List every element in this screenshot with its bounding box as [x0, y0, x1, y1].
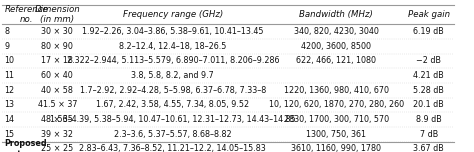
Text: 5.28 dB: 5.28 dB	[413, 86, 444, 95]
Text: 10: 10	[4, 57, 14, 66]
Text: 30 × 30: 30 × 30	[42, 27, 73, 36]
Text: 1.67, 2.42, 3.58, 4.55, 7.34, 8.05, 9.52: 1.67, 2.42, 3.58, 4.55, 7.34, 8.05, 9.52	[96, 100, 249, 109]
Text: 12: 12	[4, 86, 14, 95]
Text: Proposed
antenna: Proposed antenna	[4, 139, 47, 152]
Text: 4.21 dB: 4.21 dB	[413, 71, 444, 80]
Text: Peak gain: Peak gain	[408, 10, 450, 19]
Text: 7 dB: 7 dB	[419, 130, 438, 139]
Text: Frequency range (GHz): Frequency range (GHz)	[123, 10, 223, 19]
Text: 1220, 1360, 980, 410, 670: 1220, 1360, 980, 410, 670	[284, 86, 389, 95]
Text: Reference
no.: Reference no.	[4, 5, 48, 24]
Text: 3.8, 5.8, 8.2, and 9.7: 3.8, 5.8, 8.2, and 9.7	[131, 71, 214, 80]
Text: 60 × 40: 60 × 40	[42, 71, 73, 80]
Text: 2.322–2.944, 5.113–5.579, 6.890–7.011, 8.206–9.286: 2.322–2.944, 5.113–5.579, 6.890–7.011, 8…	[66, 57, 279, 66]
Text: 3.67 dB: 3.67 dB	[413, 145, 444, 152]
Text: 4200, 3600, 8500: 4200, 3600, 8500	[301, 42, 371, 51]
Text: 15: 15	[4, 130, 14, 139]
Text: 10, 120, 620, 1870, 270, 280, 260: 10, 120, 620, 1870, 270, 280, 260	[269, 100, 404, 109]
Text: 8.2–12.4, 12.4–18, 18–26.5: 8.2–12.4, 12.4–18, 18–26.5	[119, 42, 227, 51]
Text: 6.19 dB: 6.19 dB	[413, 27, 444, 36]
Text: 1.7–2.92, 2.92–4.28, 5–5.98, 6.37–6.78, 7.33–8: 1.7–2.92, 2.92–4.28, 5–5.98, 6.37–6.78, …	[80, 86, 266, 95]
Text: 2.83–6.43, 7.36–8.52, 11.21–12.2, 14.05–15.83: 2.83–6.43, 7.36–8.52, 11.21–12.2, 14.05–…	[80, 145, 266, 152]
Text: 1.56–4.39, 5.38–5.94, 10.47–10.61, 12.31–12.73, 14.43–14.85: 1.56–4.39, 5.38–5.94, 10.47–10.61, 12.31…	[50, 115, 296, 124]
Text: 80 × 90: 80 × 90	[41, 42, 73, 51]
Text: 17 × 18: 17 × 18	[41, 57, 73, 66]
Text: 8.9 dB: 8.9 dB	[416, 115, 442, 124]
Text: 340, 820, 4230, 3040: 340, 820, 4230, 3040	[294, 27, 379, 36]
Text: 39 × 32: 39 × 32	[41, 130, 73, 139]
Text: 20.1 dB: 20.1 dB	[413, 100, 444, 109]
Text: 48 × 35: 48 × 35	[41, 115, 73, 124]
Text: 8: 8	[4, 27, 9, 36]
Text: Bandwidth (MHz): Bandwidth (MHz)	[300, 10, 373, 19]
Text: 13: 13	[4, 100, 14, 109]
Text: Dimension
(in mm): Dimension (in mm)	[35, 5, 80, 24]
Text: 41.5 × 37: 41.5 × 37	[37, 100, 77, 109]
Text: −2 dB: −2 dB	[416, 57, 441, 66]
Text: 2.3–3.6, 5.37–5.57, 8.68–8.82: 2.3–3.6, 5.37–5.57, 8.68–8.82	[114, 130, 232, 139]
Text: 11: 11	[4, 71, 14, 80]
Text: 40 × 58: 40 × 58	[41, 86, 73, 95]
Text: 1300, 750, 361: 1300, 750, 361	[306, 130, 366, 139]
Text: 2830, 1700, 300, 710, 570: 2830, 1700, 300, 710, 570	[284, 115, 389, 124]
Text: 14: 14	[4, 115, 14, 124]
Text: 622, 466, 121, 1080: 622, 466, 121, 1080	[296, 57, 376, 66]
Text: 1.92–2.26, 3.04–3.86, 5.38–9.61, 10.41–13.45: 1.92–2.26, 3.04–3.86, 5.38–9.61, 10.41–1…	[82, 27, 264, 36]
Text: 25 × 25: 25 × 25	[41, 145, 73, 152]
Text: 9: 9	[4, 42, 9, 51]
Text: 3610, 1160, 990, 1780: 3610, 1160, 990, 1780	[292, 145, 381, 152]
